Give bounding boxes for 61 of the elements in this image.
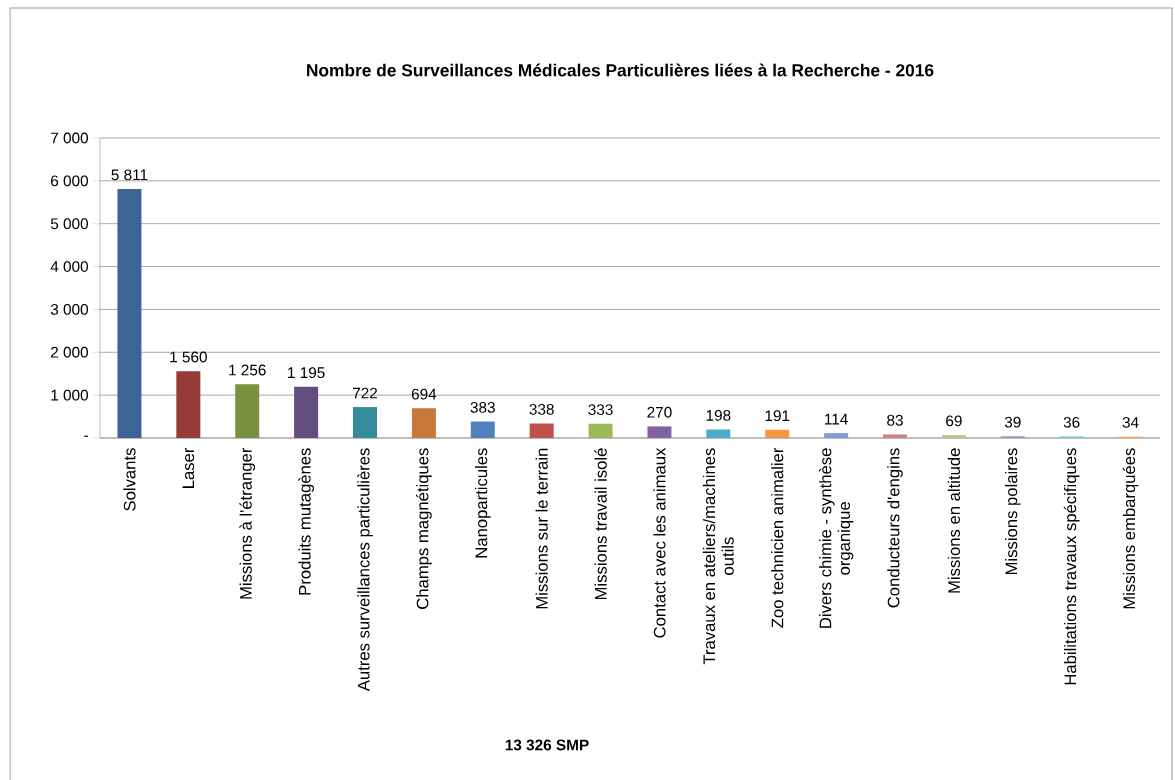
- y-tick-label: 6 000: [51, 175, 89, 187]
- data-label: 83: [887, 414, 903, 426]
- data-label: 383: [470, 402, 495, 413]
- data-label: 191: [765, 410, 790, 422]
- y-tick-label: 4 000: [50, 261, 89, 272]
- x-tick-label: Champs magnétiques: [416, 448, 432, 609]
- data-label: 69: [946, 415, 962, 427]
- bar: [706, 429, 731, 438]
- data-label: 198: [706, 409, 731, 421]
- bar: [235, 384, 260, 438]
- y-tick-label: 7 000: [51, 132, 89, 144]
- bar: [411, 408, 436, 438]
- x-tick-label: Missions polaires: [1005, 448, 1021, 575]
- data-label: 694: [411, 388, 437, 400]
- bar: [176, 371, 201, 438]
- x-tick-label: Habilitations travaux spécifiques: [1063, 448, 1080, 685]
- bar: [588, 423, 613, 438]
- y-tick-label: 3 000: [50, 303, 89, 315]
- x-tick-label: Missions embarquées: [1122, 448, 1139, 609]
- data-label: 270: [647, 406, 672, 418]
- x-tick-label: Divers chimie - synthèse organique: [818, 448, 854, 628]
- data-label: 114: [825, 413, 848, 425]
- x-tick-label: Travaux en ateliers/machines outils: [702, 448, 734, 665]
- data-label: 338: [529, 403, 554, 415]
- data-label: 1 256: [229, 364, 266, 376]
- bar: [647, 426, 672, 438]
- y-tick-label: 1 000: [51, 389, 89, 401]
- chart-title: Nombre de Surveillances Médicales Particulières liées à la Recherche - 2016: [307, 63, 934, 77]
- data-label: 39: [1004, 416, 1021, 428]
- x-tick-label: Missions à l'étranger: [239, 447, 256, 599]
- y-tick-label: 5 000: [50, 218, 89, 230]
- x-tick-label: Zoo technicien animalier: [771, 447, 784, 628]
- bar: [353, 407, 377, 438]
- bar: [470, 421, 495, 438]
- x-tick-label: Laser: [182, 447, 195, 488]
- bar: [529, 423, 554, 438]
- bar: [294, 386, 319, 438]
- x-tick-label: Missions sur le terrain: [535, 448, 548, 609]
- data-label: 1 560: [170, 351, 207, 363]
- data-label: 5 811: [111, 169, 148, 181]
- data-label: 34: [1122, 416, 1139, 428]
- y-tick-label: -: [84, 435, 88, 437]
- data-label: 722: [353, 387, 378, 399]
- bar: [941, 435, 966, 438]
- y-tick-label: 2 000: [51, 346, 89, 358]
- x-tick-label: Conducteurs d'engins: [887, 448, 903, 608]
- bar: [117, 188, 142, 438]
- data-label: 1 195: [288, 367, 325, 379]
- data-label: 36: [1063, 416, 1080, 428]
- x-tick-label: Nanoparticules: [475, 448, 491, 558]
- bar: [765, 429, 790, 438]
- x-tick-label: Contact avec les animaux: [653, 447, 666, 638]
- text: 13 326 SMP: [505, 739, 589, 751]
- x-tick-label: Missions travail isolé: [594, 448, 607, 600]
- bar: [883, 434, 907, 438]
- data-label: 333: [588, 404, 613, 415]
- x-tick-label: Solvants: [123, 448, 136, 511]
- x-tick-label: Missions en altitude: [947, 448, 961, 593]
- x-tick-label: Produits mutagènes: [298, 448, 314, 595]
- x-tick-label: Autres surveillances particulières: [357, 448, 373, 692]
- bar: [824, 433, 849, 438]
